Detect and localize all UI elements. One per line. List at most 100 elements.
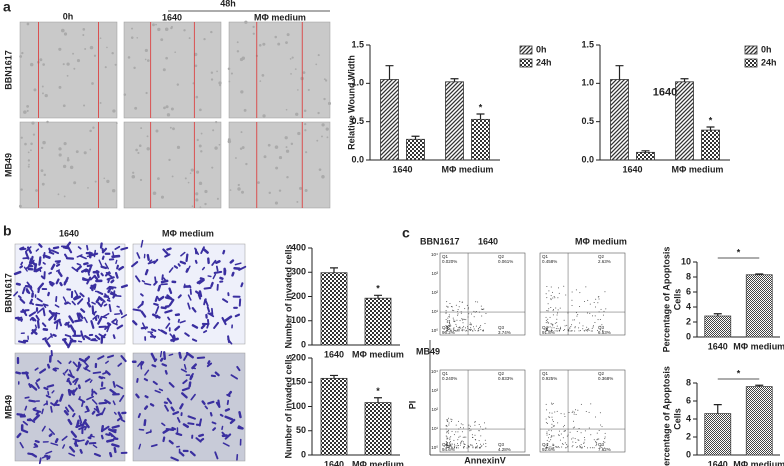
y-tick-label: 0 xyxy=(686,449,691,459)
flow-tick-label: 10² xyxy=(431,407,438,412)
y-tick-label: 6 xyxy=(686,395,691,405)
y-tick-label: 400 xyxy=(291,242,306,252)
legend-label: 0h xyxy=(536,44,547,54)
annotation: * xyxy=(737,368,741,378)
y-tick-label: 0.5 xyxy=(351,116,364,126)
legend-swatch xyxy=(519,45,533,55)
bar xyxy=(704,315,732,338)
x-tick-label: MΦ medium xyxy=(352,349,404,359)
quadrant-name: Q1 xyxy=(542,254,549,259)
y-tick-label: 50 xyxy=(296,425,306,435)
panel-label: a xyxy=(3,0,11,15)
y-tick-label: 1.0 xyxy=(351,78,364,88)
quadrant-value: 0.240% xyxy=(442,376,457,381)
flow-tick-label: 10¹ xyxy=(431,309,438,314)
legend-label: 24h xyxy=(761,57,777,67)
y-tick-label: 100 xyxy=(291,401,306,411)
y-axis-label: Relative Wound Width xyxy=(346,55,356,150)
annotation: * xyxy=(479,102,483,112)
x-tick-label: 1640 xyxy=(392,164,412,174)
y-tick-label: 0.0 xyxy=(581,154,594,164)
annotation: * xyxy=(376,284,380,294)
flow-plot xyxy=(539,369,626,453)
y-tick-label: 0 xyxy=(686,331,691,341)
bar xyxy=(704,413,732,456)
y-tick-label: 200 xyxy=(291,291,306,301)
error-bar xyxy=(641,150,650,153)
y-axis-label: Number of invaded cells xyxy=(283,244,293,348)
time-label: 48h xyxy=(220,0,236,8)
x-tick-label: MΦ medium xyxy=(442,164,494,174)
y-axis-label: Cells xyxy=(672,408,682,430)
y-tick-label: 0 xyxy=(301,449,306,459)
y-tick-label: 1.5 xyxy=(581,39,594,49)
y-tick-label: 2 xyxy=(686,431,691,441)
flow-tick-label: 10¹ xyxy=(431,426,438,431)
quadrant-name: Q4 xyxy=(442,442,449,447)
bar xyxy=(675,81,694,161)
bar xyxy=(636,151,655,161)
error-bar xyxy=(374,294,382,299)
micrograph xyxy=(228,21,331,119)
flow-tick-label: 10² xyxy=(431,290,438,295)
quadrant-name: Q3 xyxy=(498,442,505,447)
quadrant-value: 0.833% xyxy=(498,376,513,381)
y-tick-label: 4 xyxy=(686,413,691,423)
error-bar xyxy=(706,126,715,131)
micrograph xyxy=(19,21,118,119)
y-tick-label: 150 xyxy=(291,377,306,387)
error-bar xyxy=(755,273,764,275)
error-bar xyxy=(713,404,722,414)
quadrant-name: Q3 xyxy=(598,325,605,330)
quadrant-name: Q4 xyxy=(542,325,549,330)
flow-tick-label: 10⁴ xyxy=(431,252,438,257)
bar xyxy=(364,402,392,456)
x-tick-label: 1640 xyxy=(708,459,728,466)
annotation: * xyxy=(376,386,380,396)
quadrant-name: Q1 xyxy=(442,371,449,376)
flow-tick-label: 10³ xyxy=(431,388,438,393)
y-axis-label: Percentage of Apoptosis xyxy=(661,366,671,466)
error-bar xyxy=(615,65,624,80)
row-label: BBN1617 xyxy=(420,236,460,246)
axis-label: PI xyxy=(407,401,417,410)
error-bar xyxy=(476,113,485,120)
column-label: 1640 xyxy=(59,228,79,238)
micrograph xyxy=(123,21,222,119)
y-tick-label: 4 xyxy=(686,301,691,311)
micrograph xyxy=(228,121,331,209)
y-tick-label: 0 xyxy=(301,339,306,349)
quadrant-name: Q4 xyxy=(542,442,549,447)
legend-swatch xyxy=(744,58,758,68)
y-tick-label: 1.5 xyxy=(351,39,364,49)
quadrant-name: Q3 xyxy=(598,442,605,447)
axis-label: AnnexinV xyxy=(464,455,506,465)
error-bar xyxy=(330,374,338,379)
quadrant-value: 0.368% xyxy=(598,376,613,381)
quadrant-value: 3.74% xyxy=(498,330,511,335)
y-tick-label: 300 xyxy=(291,267,306,277)
x-tick-label: MΦ medium xyxy=(733,341,784,351)
column-label: MΦ medium xyxy=(575,236,627,246)
row-label: BBN1617 xyxy=(3,50,13,90)
bar xyxy=(320,377,348,456)
quadrant-name: Q2 xyxy=(598,254,605,259)
x-tick-label: MΦ medium xyxy=(672,164,724,174)
x-tick-label: 1640 xyxy=(622,164,642,174)
quadrant-name: Q2 xyxy=(598,371,605,376)
quadrant-name: Q4 xyxy=(442,325,449,330)
quadrant-name: Q3 xyxy=(498,325,505,330)
panel-label: c xyxy=(402,225,410,241)
y-tick-label: 200 xyxy=(291,352,306,362)
quadrant-value: 91.8% xyxy=(542,330,555,335)
bar xyxy=(406,138,425,161)
row-label: BBN1617 xyxy=(3,273,13,313)
column-label: 0h xyxy=(63,11,74,21)
x-tick-label: MΦ medium xyxy=(352,459,404,466)
quadrant-value: 92.6% xyxy=(542,447,555,452)
flow-tick-label: 10³ xyxy=(431,271,438,276)
x-tick-label: MΦ medium xyxy=(733,459,784,466)
row-label: MB49 xyxy=(3,153,13,177)
quadrant-value: 2.63% xyxy=(598,259,611,264)
flow-tick-label: 10⁴ xyxy=(431,369,438,374)
